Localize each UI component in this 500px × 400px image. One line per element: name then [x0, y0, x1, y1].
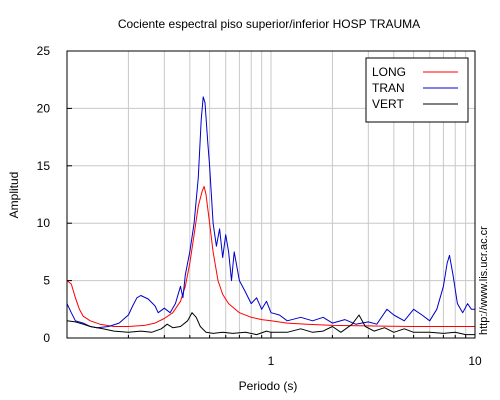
legend-label-tran: TRAN — [372, 81, 405, 95]
legend-box — [365, 57, 469, 123]
y-tick-label: 25 — [37, 44, 51, 58]
legend: LONG TRAN VERT — [365, 57, 469, 123]
tick-labels: 0 5 10 15 20 25 1 10 — [37, 44, 482, 368]
y-tick-label: 20 — [37, 101, 51, 115]
y-tick-label: 0 — [43, 331, 50, 345]
series-line-vert — [66, 312, 475, 336]
x-tick-label: 10 — [468, 354, 482, 368]
watermark-url: http://www.lis.ucr.ac.cr — [478, 226, 490, 335]
chart-title: Cociente espectral piso superior/inferio… — [118, 17, 420, 31]
series-line-tran — [66, 96, 475, 329]
y-tick-label: 15 — [37, 159, 51, 173]
y-tick-label: 10 — [37, 216, 51, 230]
x-axis-label: Periodo (s) — [239, 379, 298, 393]
y-axis-label: Amplitud — [7, 172, 21, 219]
tick-marks — [66, 50, 467, 339]
x-tick-label: 1 — [268, 354, 275, 368]
y-tick-label: 5 — [43, 274, 50, 288]
series-layer — [66, 96, 475, 336]
legend-label-vert: VERT — [372, 97, 404, 111]
legend-label-long: LONG — [372, 65, 406, 79]
series-line-long — [66, 186, 475, 327]
